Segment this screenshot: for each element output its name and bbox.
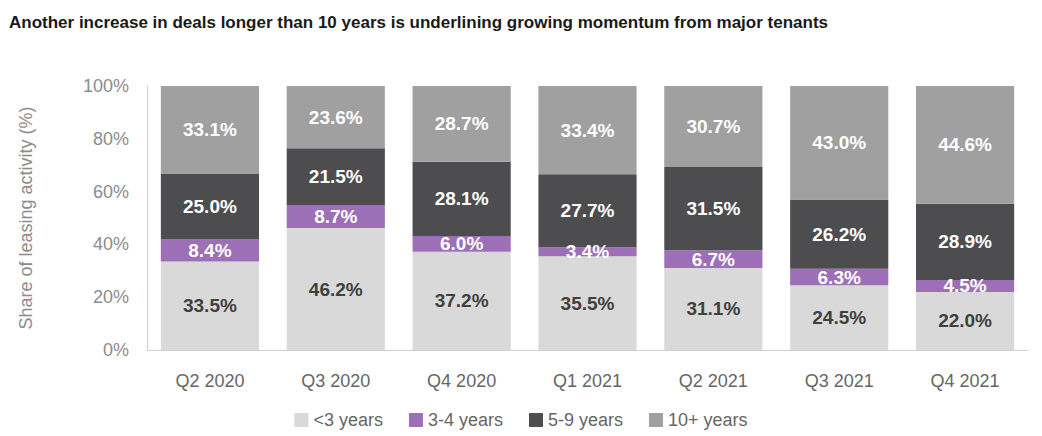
svg-text:37.2%: 37.2% <box>435 290 489 311</box>
svg-text:60%: 60% <box>93 182 129 202</box>
svg-text:44.6%: 44.6% <box>938 134 992 155</box>
svg-text:22.0%: 22.0% <box>938 310 992 331</box>
svg-text:24.5%: 24.5% <box>812 307 866 328</box>
svg-text:Q4 2020: Q4 2020 <box>427 371 496 391</box>
svg-text:Q3 2020: Q3 2020 <box>301 371 370 391</box>
svg-text:33.4%: 33.4% <box>561 120 615 141</box>
svg-text:6.7%: 6.7% <box>692 249 735 270</box>
svg-text:33.1%: 33.1% <box>183 119 237 140</box>
svg-text:23.6%: 23.6% <box>309 107 363 128</box>
svg-text:Q3 2021: Q3 2021 <box>805 371 874 391</box>
svg-text:3-4 years: 3-4 years <box>428 410 503 430</box>
svg-text:0%: 0% <box>103 340 129 360</box>
svg-text:28.1%: 28.1% <box>435 188 489 209</box>
svg-text:6.3%: 6.3% <box>818 267 861 288</box>
svg-text:31.5%: 31.5% <box>686 198 740 219</box>
svg-text:28.9%: 28.9% <box>938 231 992 252</box>
svg-text:Q2 2020: Q2 2020 <box>175 371 244 391</box>
svg-text:26.2%: 26.2% <box>812 224 866 245</box>
svg-text:Q1 2021: Q1 2021 <box>553 371 622 391</box>
svg-text:31.1%: 31.1% <box>686 298 740 319</box>
svg-text:8.4%: 8.4% <box>188 240 231 261</box>
svg-text:43.0%: 43.0% <box>812 132 866 153</box>
svg-text:20%: 20% <box>93 287 129 307</box>
svg-text:6.0%: 6.0% <box>440 233 483 254</box>
svg-text:35.5%: 35.5% <box>561 293 615 314</box>
svg-text:21.5%: 21.5% <box>309 166 363 187</box>
svg-text:25.0%: 25.0% <box>183 196 237 217</box>
svg-text:4.5%: 4.5% <box>943 275 986 296</box>
svg-text:80%: 80% <box>93 129 129 149</box>
svg-text:Q2 2021: Q2 2021 <box>679 371 748 391</box>
svg-text:3.4%: 3.4% <box>566 241 609 262</box>
svg-text:33.5%: 33.5% <box>183 295 237 316</box>
svg-text:100%: 100% <box>83 76 129 96</box>
svg-text:Another increase in deals long: Another increase in deals longer than 10… <box>9 13 828 32</box>
svg-text:10+ years: 10+ years <box>668 410 748 430</box>
svg-text:46.2%: 46.2% <box>309 279 363 300</box>
svg-text:Share of leasing activity (%): Share of leasing activity (%) <box>16 106 36 329</box>
svg-text:27.7%: 27.7% <box>561 200 615 221</box>
svg-text:40%: 40% <box>93 234 129 254</box>
svg-text:<3 years: <3 years <box>313 410 383 430</box>
svg-text:5-9 years: 5-9 years <box>548 410 623 430</box>
svg-text:30.7%: 30.7% <box>686 116 740 137</box>
svg-text:Q4 2021: Q4 2021 <box>931 371 1000 391</box>
svg-text:28.7%: 28.7% <box>435 113 489 134</box>
svg-text:8.7%: 8.7% <box>314 206 357 227</box>
